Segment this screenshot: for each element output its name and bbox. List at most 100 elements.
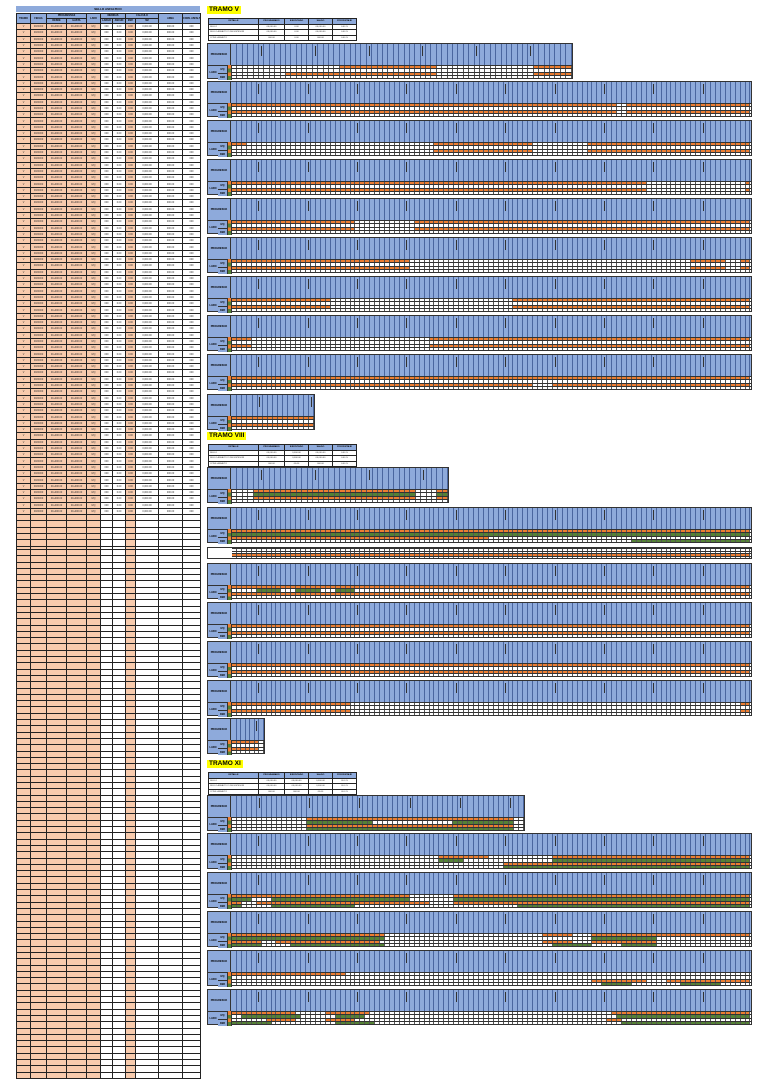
sello-data-table-page2 <box>16 548 201 1079</box>
der-ejecutado-row <box>232 749 265 753</box>
progresiva-column <box>746 564 751 585</box>
izq-label: IZQ <box>218 220 228 228</box>
izq-ejecutado-row <box>232 262 751 266</box>
table-row: V 00/00/00 00+000.00 00+000.00 IZQ 000 0.00 0.0… <box>16 205 202 213</box>
progresiva-label: PROGRESIVA <box>208 834 231 855</box>
izq-programado-row <box>232 416 314 420</box>
der-ejecutado-row <box>232 498 449 502</box>
izq-ejecutado-row <box>232 106 751 110</box>
progress-calendar-block: PROGRESIVA LADO IZQ DER <box>207 315 752 352</box>
progresiva-column <box>746 355 751 376</box>
lado-rows <box>232 529 751 542</box>
der-ejecutado-row <box>232 74 572 78</box>
der-ejecutado-row <box>232 711 751 715</box>
der-label: DER <box>218 383 228 391</box>
der-ejecutado-row <box>232 942 751 946</box>
der-label: DER <box>218 670 228 678</box>
table-row: V 00/00/00 00+000.00 00+000.00 IZQ 000 0.00 0.0… <box>16 167 202 176</box>
der-programado-row <box>232 109 751 113</box>
lado-rows <box>232 817 524 830</box>
progress-calendar-block: PROGRESIVA LADO IZQ DER <box>207 718 265 755</box>
cell-cons: 000 <box>182 268 202 276</box>
izq-ejecutado-row <box>232 550 751 553</box>
izq-label: IZQ <box>218 894 228 902</box>
table-row: V 00/00/00 00+000.00 00+000.00 IZQ 000 0.00 0.0… <box>16 262 202 270</box>
izq-programado-row <box>232 585 751 589</box>
cell-hasta: 00+000.00 <box>65 268 88 276</box>
summary-cell: 000.00 <box>308 34 333 41</box>
lado-rows <box>232 181 751 194</box>
table-row: V 00/00/00 00+000.00 00+000.00 IZQ 000 0.00 0.0… <box>16 35 202 43</box>
summary-cell: 00.00 <box>308 788 333 795</box>
cell-ancho <box>112 1071 126 1079</box>
progresiva-column <box>746 951 751 972</box>
der-programado-row <box>232 382 751 386</box>
cell-hasta: 00+000.00 <box>65 73 88 81</box>
izq-ejecutado-row <box>232 936 751 940</box>
izq-ejecutado-row <box>232 419 314 423</box>
izq-label: IZQ <box>218 259 228 267</box>
izq-programado-row <box>232 103 751 107</box>
summary-cell: 000.00 <box>258 788 285 795</box>
der-programado-row <box>232 900 751 904</box>
der-ejecutado-row <box>232 864 751 868</box>
izq-programado-row <box>232 220 751 224</box>
lado-rows <box>232 103 751 116</box>
progresiva-header: PROGRESIVA <box>208 796 524 817</box>
izq-ejecutado-row <box>232 340 751 344</box>
summary-cell: 00.0 % <box>332 788 357 795</box>
table-row <box>16 1071 201 1079</box>
der-programado-row <box>232 861 751 865</box>
der-programado-row <box>232 939 751 943</box>
lado-rows <box>232 337 751 350</box>
table-row: V 00/00/00 00+000.00 00+000.00 IZQ 000 0.00 0.0… <box>16 111 202 119</box>
progresiva-column <box>746 121 751 142</box>
cell-esp <box>125 1071 136 1079</box>
progresiva-label: PROGRESIVA <box>208 238 231 259</box>
progresiva-column <box>746 681 751 702</box>
table-row: V 00/00/00 00+000.00 00+000.00 IZQ 000 0.00 0.0… <box>16 79 202 87</box>
der-programado-row <box>232 265 751 269</box>
summary-cell: CONS. ASFALTO <box>208 34 259 41</box>
izq-programado-row <box>232 181 751 185</box>
der-label: DER <box>218 979 228 987</box>
izq-label: IZQ <box>218 585 228 593</box>
progress-calendar-block: PROGRESIVA LADO IZQ DER <box>207 120 752 157</box>
summary-cell: 00.00 <box>284 460 309 467</box>
cell-cons: 000 <box>182 255 202 264</box>
izq-label: IZQ <box>218 376 228 384</box>
izq-ejecutado-row <box>232 666 751 670</box>
izq-label: IZQ <box>218 972 228 980</box>
der-programado-row <box>232 978 751 982</box>
progress-calendar-block: PROGRESIVA LADO IZQ DER <box>207 81 752 118</box>
der-label: DER <box>218 536 228 544</box>
der-label: DER <box>218 824 228 832</box>
tramo-summary-table: DETALLE PROGRAMADO EJECUTADO SALDO PORCENTAJ… <box>208 772 357 795</box>
col-fecha: FECHA <box>30 13 47 24</box>
cell-cons: 000 <box>182 85 202 94</box>
der-label: DER <box>218 940 228 948</box>
lado-rows <box>232 972 751 985</box>
der-label: DER <box>218 631 228 639</box>
der-ejecutado-row <box>232 229 751 233</box>
cell-hasta: 00+000.00 <box>65 274 88 283</box>
progresiva-column <box>566 44 572 65</box>
progress-calendar-block: PROGRESIVA LADO IZQ DER <box>207 354 752 391</box>
izq-label: IZQ <box>218 663 228 671</box>
izq-label: IZQ <box>218 740 228 748</box>
cell-area <box>158 1071 183 1079</box>
tramo-summary-table: DETALLE PROGRAMADO EJECUTADO SALDO PORCENTAJ… <box>208 444 357 467</box>
der-programado-row <box>232 495 449 499</box>
izq-ejecutado-row <box>232 532 751 536</box>
progress-calendar-block: PROGRESIVA LADO IZQ DER <box>207 394 315 431</box>
progresiva-label: PROGRESIVA <box>208 160 231 181</box>
izq-label: IZQ <box>218 1011 228 1019</box>
der-programado-row <box>232 669 751 673</box>
summary-cell: 000.00 <box>284 788 309 795</box>
der-ejecutado-row <box>232 112 751 116</box>
izq-label: IZQ <box>218 855 228 863</box>
der-programado-row <box>232 553 751 556</box>
cell-hasta: 00+000.00 <box>65 255 88 264</box>
col-tramo: TRAMO <box>16 13 31 24</box>
izq-programado-row <box>232 548 751 551</box>
